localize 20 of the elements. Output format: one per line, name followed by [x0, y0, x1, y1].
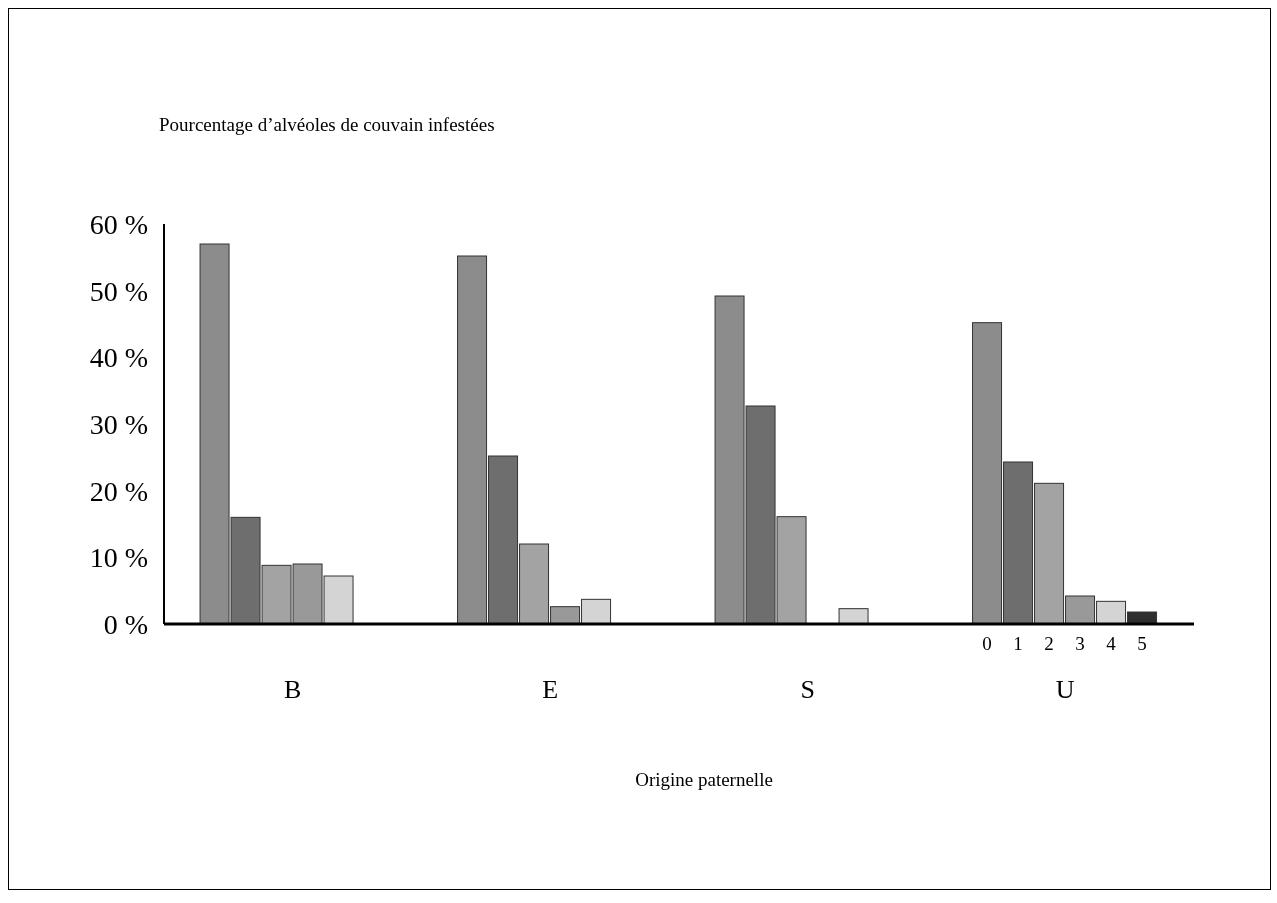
y-tick-label: 0 % [103, 608, 148, 640]
series-label: 5 [1137, 633, 1147, 654]
series-label: 3 [1075, 633, 1085, 654]
series-label: 4 [1106, 633, 1117, 654]
x-tick-label: U [1055, 675, 1075, 705]
y-tick-label: 20 % [89, 475, 148, 507]
series-label: 2 [1044, 633, 1054, 654]
x-axis-title: Origine paternelle [634, 769, 774, 791]
bar [838, 608, 869, 625]
y-tick-label: 50 % [89, 275, 148, 307]
y-tick-label: 40 % [89, 342, 148, 374]
series-label: 0 [982, 633, 992, 654]
x-tick-label: E [542, 675, 559, 705]
y-tick-label: 10 % [89, 542, 148, 574]
y-tick-label: 60 % [89, 208, 148, 240]
y-tick-label: 30 % [89, 408, 148, 440]
series-label: 1 [1013, 633, 1023, 654]
x-tick-label: S [800, 675, 815, 705]
chart-title: Pourcentage d’alvéoles de couvain infestées [159, 114, 495, 136]
x-tick-label: B [284, 675, 302, 705]
